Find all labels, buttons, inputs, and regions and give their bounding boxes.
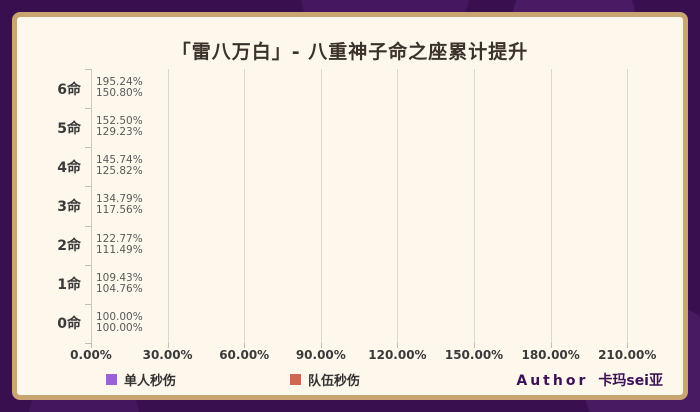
- legend-item-单人秒伤: 单人秒伤: [106, 370, 176, 389]
- x-tick-mark: [167, 343, 169, 348]
- bar-value-label: 109.43%: [96, 271, 143, 284]
- bar-rows: 195.24% 150.80% 152.50% 129.23% 145.74% 125.8…: [91, 69, 663, 343]
- bar-value-label: 104.76%: [96, 282, 143, 295]
- y-tick-mark: [85, 343, 91, 344]
- x-tick-mark: [474, 343, 476, 348]
- bar-value-label: 134.79%: [96, 193, 143, 206]
- category-label-0命: 0命: [57, 316, 81, 333]
- x-tick-label-30.00%: 30.00%: [142, 348, 193, 362]
- bar-value-label: 111.49%: [96, 243, 143, 256]
- bar-value-label: 122.77%: [96, 232, 143, 245]
- gridline-120.00%: [397, 69, 399, 343]
- chart-title: 「雷八万白」- 八重神子命之座累计提升: [171, 41, 529, 63]
- y-tick-mark: [85, 108, 91, 110]
- x-tick-mark: [244, 343, 246, 348]
- category-label-2命: 2命: [57, 238, 81, 255]
- x-tick-label-120.00%: 120.00%: [368, 348, 427, 362]
- bar-group-3命: 134.79% 117.56%: [91, 186, 663, 225]
- category-label-4命: 4命: [57, 159, 81, 176]
- legend-label: 队伍秒伤: [308, 374, 361, 389]
- x-tick-label-0.00%: 0.00%: [70, 348, 112, 362]
- gridline-210.00%: [627, 69, 629, 343]
- category-label-6命: 6命: [57, 81, 81, 98]
- bar-value-label: 150.80%: [96, 87, 143, 99]
- x-tick-mark: [320, 343, 322, 348]
- y-tick-mark: [85, 186, 91, 188]
- bar-value-label: 117.56%: [96, 204, 143, 217]
- bar-value-label: 195.24%: [96, 76, 143, 88]
- y-tick-mark: [85, 303, 91, 305]
- gridline-90.00%: [320, 69, 322, 343]
- author-credit: Author 卡玛sei亚: [516, 370, 663, 390]
- legend: 单人秒伤 队伍秒伤: [17, 370, 683, 390]
- bar-value-label: 100.00%: [96, 321, 143, 334]
- x-tick-mark: [91, 343, 92, 348]
- chart-card: 「雷八万白」- 八重神子命之座累计提升 6命 5命 4命 3命 2命 1命 0命 195.2…: [12, 12, 688, 400]
- bar-value-label: 100.00%: [96, 310, 143, 323]
- x-tick-mark: [627, 343, 629, 348]
- x-tick-label-90.00%: 90.00%: [295, 348, 346, 362]
- bar-value-label: 145.74%: [96, 154, 143, 167]
- legend-swatch-icon: [290, 374, 301, 385]
- gridline-60.00%: [244, 69, 246, 343]
- gridline-0.00%: [91, 69, 92, 343]
- category-label-5命: 5命: [57, 120, 81, 137]
- y-tick-mark: [85, 69, 91, 70]
- x-tick-label-180.00%: 180.00%: [521, 348, 580, 362]
- gridline-30.00%: [167, 69, 169, 343]
- y-tick-mark: [85, 264, 91, 266]
- bar-group-0命: 100.00% 100.00%: [91, 304, 663, 343]
- category-label-3命: 3命: [57, 198, 81, 215]
- bar-group-2命: 122.77% 111.49%: [91, 226, 663, 265]
- x-tick-mark: [397, 343, 399, 348]
- bar-group-6命: 195.24% 150.80%: [91, 69, 663, 108]
- x-tick-label-150.00%: 150.00%: [444, 348, 504, 362]
- y-tick-mark: [85, 225, 91, 227]
- gridline-150.00%: [474, 69, 476, 343]
- bar-group-4命: 145.74% 125.82%: [91, 147, 663, 186]
- y-tick-mark: [85, 147, 91, 149]
- x-tick-label-60.00%: 60.00%: [219, 348, 270, 362]
- author-prefix: Author: [516, 373, 589, 389]
- plot-area: 195.24% 150.80% 152.50% 129.23% 145.74% 125.8…: [91, 69, 663, 348]
- legend-item-队伍秒伤: 队伍秒伤: [290, 370, 360, 389]
- gridline-180.00%: [550, 69, 552, 343]
- bar-group-1命: 109.43% 104.76%: [91, 265, 663, 304]
- legend-label: 单人秒伤: [124, 374, 177, 389]
- bar-value-label: 125.82%: [96, 165, 143, 178]
- x-axis: 0.00% 30.00% 60.00% 90.00% 120.00% 150.00% 180…: [70, 348, 663, 364]
- x-tick-mark: [550, 343, 552, 348]
- author-name: 卡玛sei亚: [598, 373, 663, 389]
- category-axis: 6命 5命 4命 3命 2命 1命 0命: [17, 69, 83, 343]
- category-label-1命: 1命: [57, 277, 81, 294]
- bar-value-label: 129.23%: [96, 126, 143, 139]
- legend-swatch-icon: [106, 374, 117, 385]
- x-tick-label-210.00%: 210.00%: [598, 348, 657, 362]
- bar-value-label: 152.50%: [96, 115, 143, 128]
- bar-group-5命: 152.50% 129.23%: [91, 108, 663, 147]
